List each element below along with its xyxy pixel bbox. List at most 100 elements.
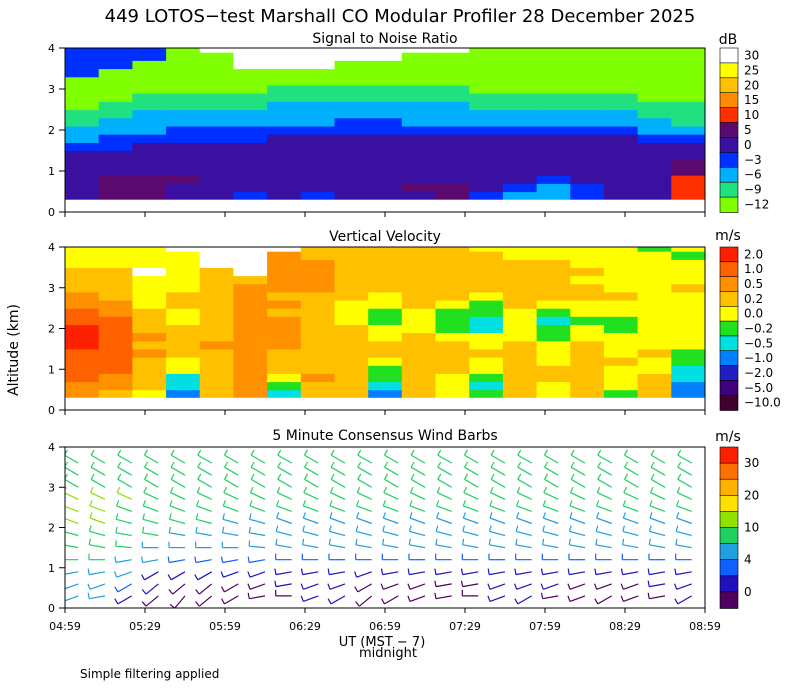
- wind-barb-flag: [196, 486, 201, 493]
- wind-barb-flag: [515, 538, 518, 545]
- wind-barb: [542, 544, 559, 549]
- vv-cell: [166, 332, 201, 342]
- wind-barb: [649, 571, 666, 576]
- snr-cell: [502, 76, 538, 86]
- snr-cell: [671, 60, 705, 70]
- wind-barb: [277, 478, 292, 488]
- vv-cell: [199, 324, 234, 334]
- wind-barb-flag: [542, 500, 546, 507]
- vv-cell: [300, 357, 336, 366]
- wind-barb: [650, 466, 666, 476]
- wind-barb-flag: [90, 461, 95, 468]
- vv-cell: [469, 340, 504, 350]
- vv-cell: [267, 357, 302, 366]
- vv-cell: [267, 316, 302, 326]
- snr-cell: [199, 48, 234, 53]
- wind-barb: [595, 571, 612, 576]
- wind-barb-flag: [407, 583, 411, 590]
- wind-barb: [357, 478, 372, 488]
- snr-cell: [199, 134, 234, 143]
- wind-barb-flag: [355, 525, 359, 532]
- wind-barb: [517, 466, 532, 476]
- wind-barb-flag: [62, 569, 63, 575]
- vv-cell: [502, 365, 538, 374]
- vv-cell: [502, 332, 538, 342]
- wind-barb-flag: [197, 473, 202, 480]
- vv-colorbar-label: 1.0: [744, 262, 763, 276]
- wind-barb-flag: [115, 540, 117, 547]
- wind-barb: [115, 532, 132, 537]
- wind-barb-flag: [168, 513, 172, 520]
- snr-cell: [233, 175, 268, 184]
- vv-cell: [502, 324, 538, 334]
- snr-cell: [233, 76, 268, 86]
- vv-cell: [300, 259, 336, 268]
- vv-cell: [267, 365, 302, 374]
- vv-cell: [199, 365, 234, 374]
- wind-barb-flag: [408, 538, 411, 545]
- wind-barb: [650, 454, 666, 464]
- vv-cell: [300, 300, 336, 309]
- wind-barb-flag: [648, 538, 651, 545]
- wind-barb: [676, 517, 692, 525]
- snr-cell: [334, 84, 369, 94]
- wind-barb: [676, 583, 692, 590]
- vv-cell: [671, 365, 705, 374]
- snr-cell: [199, 191, 234, 201]
- vv-cell: [401, 389, 437, 399]
- wind-barb: [677, 595, 692, 605]
- snr-cell: [368, 191, 403, 201]
- snr-cell: [603, 117, 639, 127]
- wind-barb: [90, 466, 106, 476]
- wind-barb: [356, 492, 372, 500]
- vv-cell: [65, 316, 100, 326]
- wind-barb: [569, 517, 586, 525]
- vv-cell: [671, 373, 705, 383]
- vv-cell: [267, 283, 302, 293]
- snr-cell: [637, 68, 672, 78]
- snr-cell: [166, 52, 201, 61]
- vv-panel-title: Vertical Velocity: [329, 229, 441, 245]
- wind-barb-flag: [543, 473, 549, 480]
- wind-barb: [330, 466, 346, 476]
- snr-cell: [166, 191, 201, 201]
- snr-cell: [300, 175, 336, 184]
- vv-cell: [98, 340, 133, 350]
- vv-cell: [166, 357, 201, 366]
- wind-barb: [144, 478, 159, 488]
- wind-barb-flag: [675, 538, 678, 545]
- wind-barb: [676, 505, 692, 512]
- wind-colorbar-label: 30: [744, 456, 759, 470]
- vv-cell: [199, 300, 234, 309]
- snr-cell: [502, 109, 538, 119]
- vv-cell: [368, 381, 403, 391]
- wind-barb: [249, 583, 266, 590]
- wind-barb: [489, 595, 506, 602]
- vv-cell: [637, 283, 672, 293]
- vv-cell: [637, 373, 672, 383]
- snr-cell: [233, 84, 268, 94]
- wind-barb-flag: [517, 473, 522, 480]
- wind-barb: [224, 454, 239, 464]
- snr-cell: [267, 76, 302, 86]
- vv-cell: [536, 259, 571, 268]
- snr-cell: [435, 84, 470, 94]
- wind-barb-flag: [249, 486, 254, 493]
- snr-cell: [536, 117, 571, 127]
- vv-cell: [637, 348, 672, 358]
- vv-cell: [671, 259, 705, 268]
- vv-cell: [199, 316, 234, 326]
- vv-cell: [199, 389, 234, 399]
- wind-barb-flag: [247, 592, 250, 599]
- vv-cell: [199, 275, 234, 285]
- vv-cell: [603, 300, 639, 309]
- vv-cell: [435, 316, 470, 326]
- wind-barb-flag: [543, 486, 547, 493]
- vv-cell: [603, 357, 639, 366]
- wind-barb-flag: [462, 538, 465, 545]
- wind-barb: [543, 583, 559, 590]
- wind-barb: [436, 517, 452, 525]
- wind-barb-flag: [170, 473, 175, 480]
- snr-cell: [368, 117, 403, 127]
- snr-cell: [435, 109, 470, 119]
